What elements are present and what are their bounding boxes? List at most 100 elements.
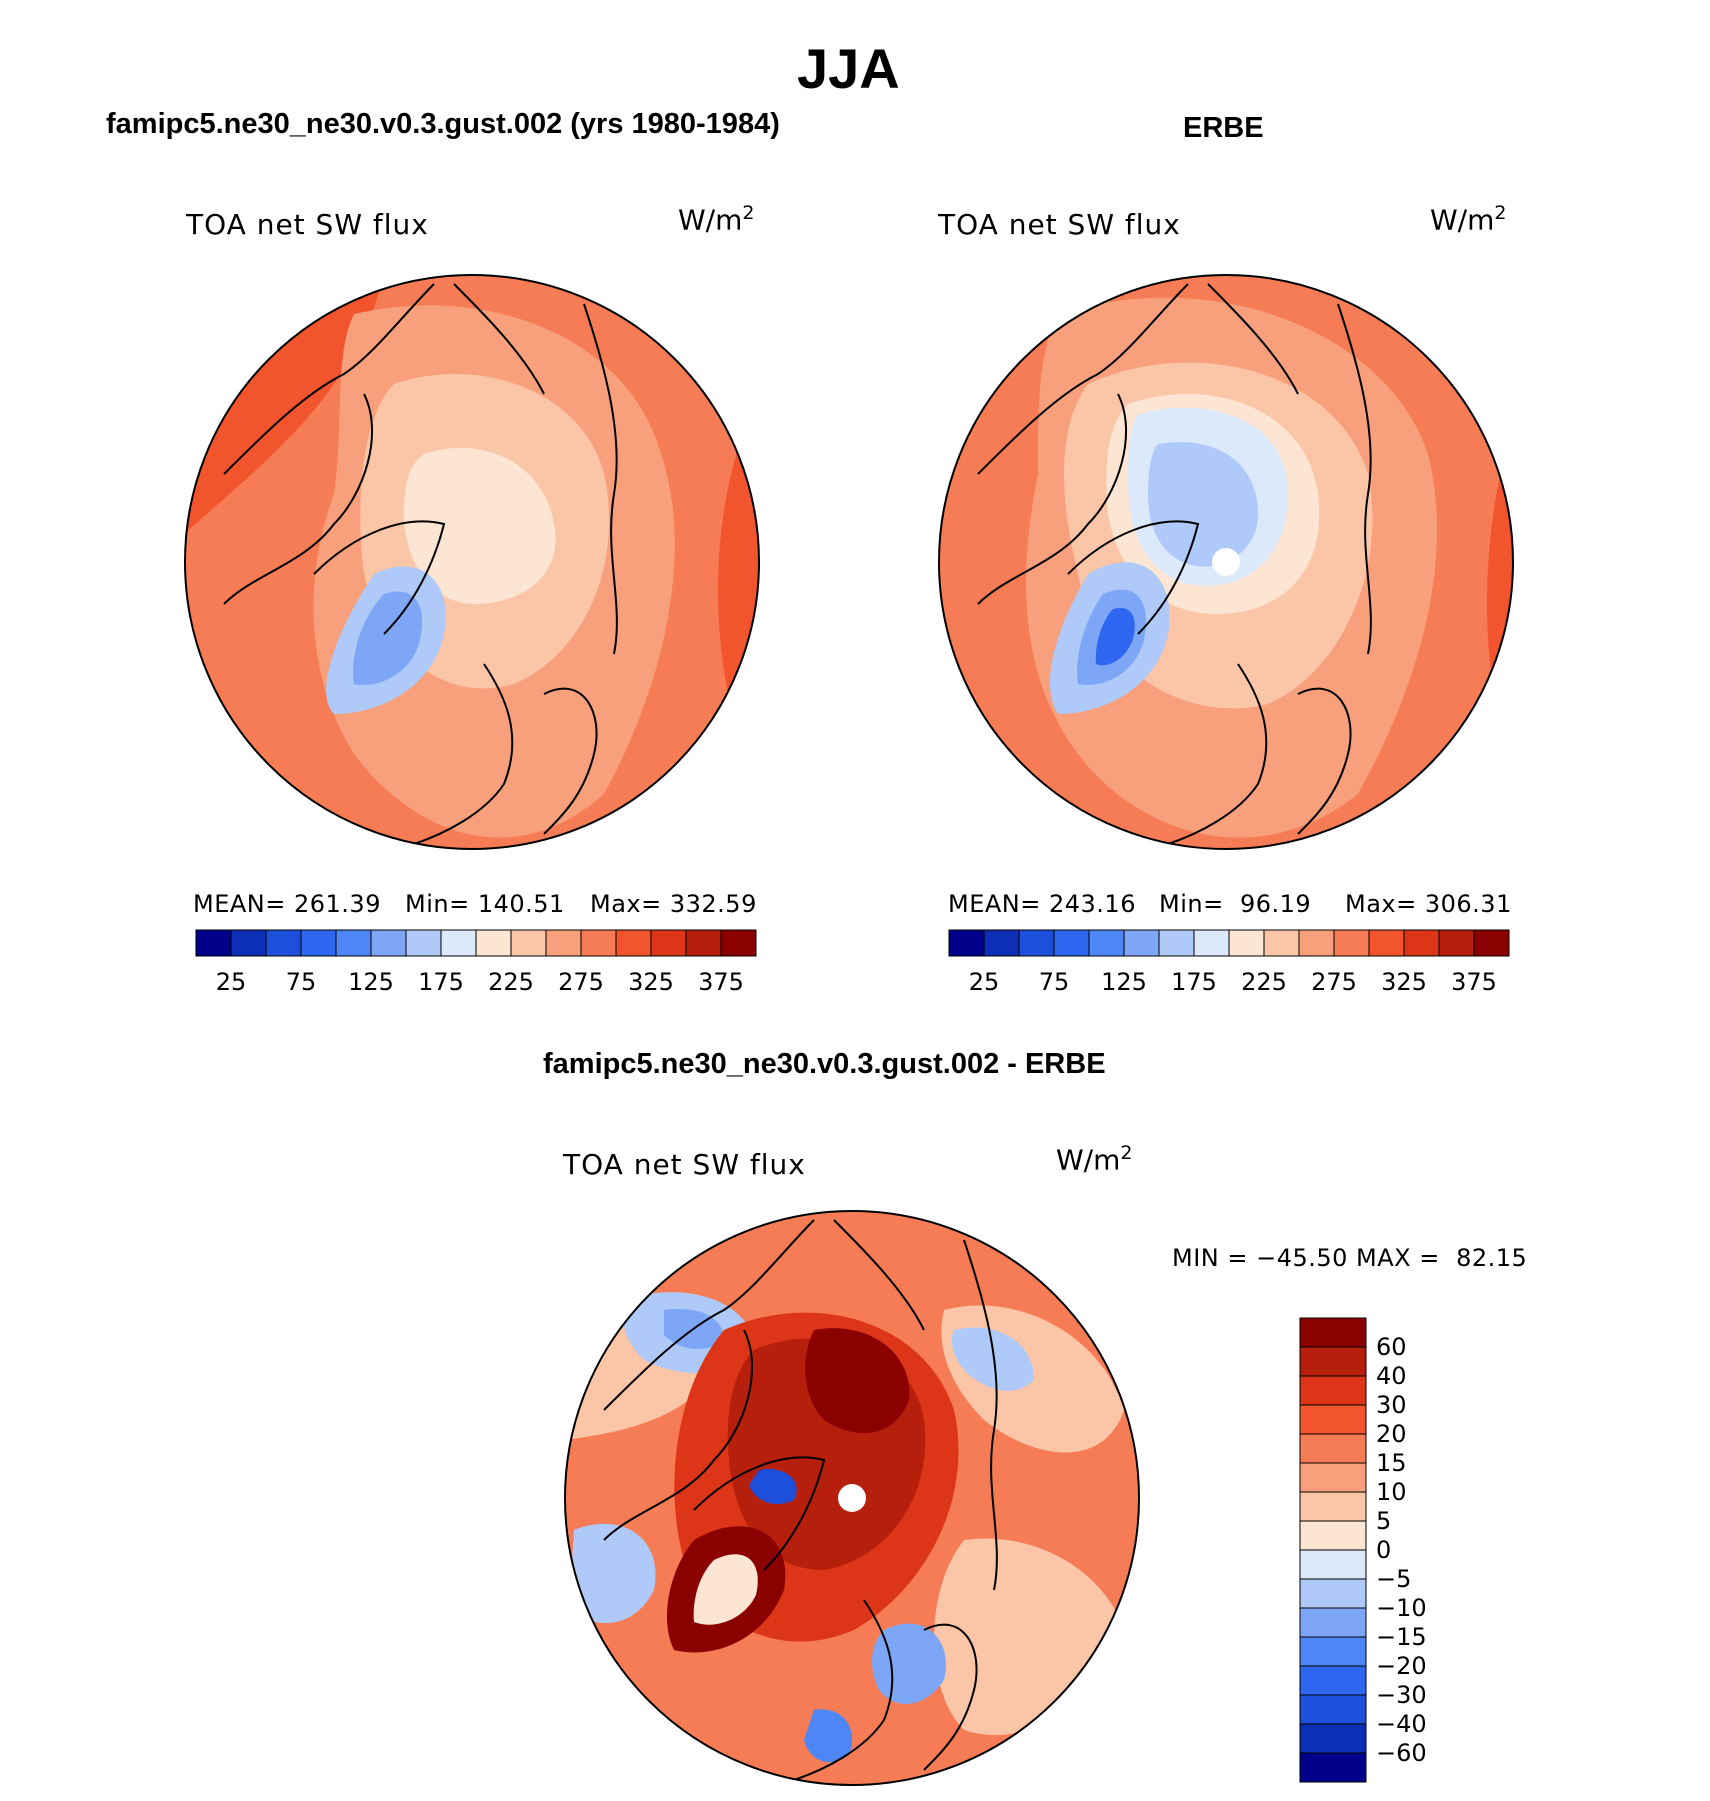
panel2-map-border [938,274,1514,850]
panel1-coastlines [223,283,618,845]
panel3-colorbar-tick-label: −20 [1376,1652,1427,1680]
panel3-colorbar-tick-label: 20 [1376,1420,1407,1448]
panel1-title: famipc5.ne30_ne30.v0.3.gust.002 (yrs 198… [106,108,780,140]
panel1-colorbar-box [265,929,302,957]
panel3-colorbar-box [1299,1578,1367,1609]
panel3-colorbar [1299,1317,1367,1783]
panel3-colorbar-tick-label: −5 [1376,1565,1412,1593]
panel1-colorbar-tick-label: 375 [698,968,744,996]
panel3-map [564,1210,1140,1786]
panel1-colorbar-box [615,929,652,957]
panel3-colorbar-box [1299,1694,1367,1725]
panel2-colorbar-tick-label: 25 [968,968,1000,996]
panel1-colorbar-tick-label: 25 [215,968,247,996]
panel3-colorbar-tick-label: −30 [1376,1681,1427,1709]
panel3-colorbar-tick-label: 0 [1376,1536,1392,1564]
panel3-colorbar-box [1299,1462,1367,1493]
panel2-units: W/m [1430,203,1495,237]
panel2-units-label: W/m2 [1430,202,1507,236]
panel3-colorbar-box [1299,1346,1367,1377]
panel3-colorbar-box [1299,1636,1367,1667]
panel3-colorbar-ticks: 60 40 30 20 15 10 5 0 −5 −10 −15 −20 −30 −40 −60 [1376,1318,1456,1784]
panel3-pole-hole [838,1484,866,1512]
panel1-colorbar-box [475,929,512,957]
panel2-colorbar-box [1088,929,1125,957]
panel1-colorbar-box [300,929,337,957]
panel3-colorbar-box [1299,1752,1367,1783]
panel1-max: Max= 332.59 [590,890,757,918]
panel2-variable-label: TOA net SW flux [938,208,1181,241]
panel1-colorbar-box [650,929,687,957]
panel2-map [938,274,1514,850]
panel3-coastlines [603,1219,998,1781]
panel3-colorbar-box [1299,1404,1367,1435]
panel3-colorbar-tick-label: 40 [1376,1362,1407,1390]
panel3-colorbar-tick-label: −60 [1376,1739,1427,1767]
panel1-units-label: W/m2 [678,202,755,236]
panel1-colorbar-tick-label: 175 [418,968,464,996]
panel1-greenland-inner [353,591,423,685]
panel3-colorbar-box [1299,1317,1367,1348]
panel3-colorbar-box [1299,1491,1367,1522]
panel2-colorbar-ticks: 25 75 125 175 225 275 325 375 [949,968,1509,998]
panel1-variable-label: TOA net SW flux [186,208,429,241]
panel1-colorbar-box [405,929,442,957]
panel3-colorbar-box [1299,1723,1367,1754]
panel3-colorbar-box [1299,1607,1367,1638]
panel1-map [184,274,760,850]
panel2-colorbar [948,929,1510,957]
panel2-colorbar-box [948,929,985,957]
panel3-colorbar-box [1299,1375,1367,1406]
panel3-colorbar-box [1299,1520,1367,1551]
panel2-colorbar-box [1123,929,1160,957]
panel2-title: ERBE [1183,112,1264,144]
panel2-colorbar-box [1053,929,1090,957]
panel3-colorbar-box [1299,1549,1367,1580]
panel1-colorbar-box [510,929,547,957]
panel3-minmax: MIN = −45.50 MAX = 82.15 [1172,1244,1528,1272]
panel1-colorbar-tick-label: 125 [348,968,394,996]
panel2-pole-hole [1212,548,1240,576]
panel2-colorbar-box [1403,929,1440,957]
panel3-colorbar-tick-label: 30 [1376,1391,1407,1419]
panel1-colorbar-box [685,929,722,957]
panel1-colorbar-ticks: 25 75 125 175 225 275 325 375 [196,968,756,998]
panel2-colorbar-tick-label: 225 [1241,968,1287,996]
panel1-colorbar-tick-label: 75 [285,968,317,996]
panel2-colorbar-tick-label: 175 [1171,968,1217,996]
panel3-colorbar-tick-label: 5 [1376,1507,1392,1535]
panel1-colorbar-tick-label: 275 [558,968,604,996]
panel2-colorbar-tick-label: 125 [1101,968,1147,996]
panel3-colorbar-tick-label: 15 [1376,1449,1407,1477]
panel3-field-blue-sw [569,1523,656,1624]
panel1-colorbar-box [580,929,617,957]
panel2-colorbar-box [1228,929,1265,957]
panel1-min: Min= 140.51 [405,890,565,918]
panel2-colorbar-tick-label: 325 [1381,968,1427,996]
panel1-colorbar-box [720,929,757,957]
panel1-mean: MEAN= 261.39 [193,890,381,918]
panel2-colorbar-box [1193,929,1230,957]
panel3-field-blue-ne [951,1327,1034,1391]
panel1-map-border [184,274,760,850]
panel2-colorbar-box [1473,929,1510,957]
panel2-colorbar-box [1263,929,1300,957]
panel1-colorbar-box [370,929,407,957]
panel1-colorbar-box [440,929,477,957]
panel1-units: W/m [678,203,743,237]
panel1-colorbar-tick-label: 225 [488,968,534,996]
panel1-colorbar [195,929,757,957]
panel3-variable-label: TOA net SW flux [563,1148,806,1181]
panel3-field-blue-scand [872,1623,946,1704]
panel3-colorbar-tick-label: −40 [1376,1710,1427,1738]
panel3-field-darkest [805,1328,910,1434]
panel2-colorbar-box [1438,929,1475,957]
panel3-title: famipc5.ne30_ne30.v0.3.gust.002 - ERBE [543,1048,1106,1080]
panel1-colorbar-box [545,929,582,957]
panel2-units-exp: 2 [1494,202,1507,224]
panel2-colorbar-box [1368,929,1405,957]
panel2-mean: MEAN= 243.16 [948,890,1136,918]
panel3-colorbar-box [1299,1433,1367,1464]
panel1-units-exp: 2 [742,202,755,224]
panel1-colorbar-box [195,929,232,957]
